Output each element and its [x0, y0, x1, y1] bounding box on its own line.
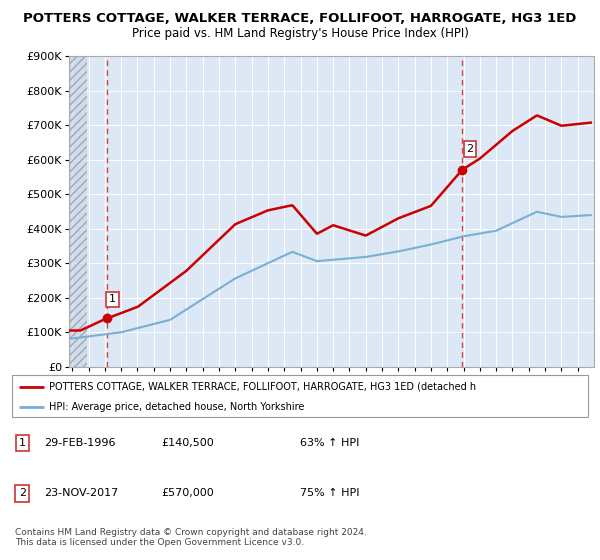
FancyBboxPatch shape: [12, 375, 588, 417]
Text: Contains HM Land Registry data © Crown copyright and database right 2024.
This d: Contains HM Land Registry data © Crown c…: [15, 528, 367, 547]
Bar: [69, 56, 87, 367]
Text: POTTERS COTTAGE, WALKER TERRACE, FOLLIFOOT, HARROGATE, HG3 1ED (detached h: POTTERS COTTAGE, WALKER TERRACE, FOLLIFO…: [49, 382, 476, 392]
Text: 75% ↑ HPI: 75% ↑ HPI: [300, 488, 359, 498]
Text: POTTERS COTTAGE, WALKER TERRACE, FOLLIFOOT, HARROGATE, HG3 1ED: POTTERS COTTAGE, WALKER TERRACE, FOLLIFO…: [23, 12, 577, 25]
Text: 2: 2: [19, 488, 26, 498]
Text: £570,000: £570,000: [162, 488, 215, 498]
Text: 1: 1: [19, 438, 26, 448]
Text: Price paid vs. HM Land Registry's House Price Index (HPI): Price paid vs. HM Land Registry's House …: [131, 27, 469, 40]
Text: 2: 2: [467, 144, 473, 154]
Text: 63% ↑ HPI: 63% ↑ HPI: [300, 438, 359, 448]
Bar: [69, 56, 87, 367]
Text: £140,500: £140,500: [162, 438, 215, 448]
Text: HPI: Average price, detached house, North Yorkshire: HPI: Average price, detached house, Nort…: [49, 402, 305, 412]
Text: 23-NOV-2017: 23-NOV-2017: [44, 488, 118, 498]
Text: 29-FEB-1996: 29-FEB-1996: [44, 438, 115, 448]
Text: 1: 1: [109, 295, 116, 304]
